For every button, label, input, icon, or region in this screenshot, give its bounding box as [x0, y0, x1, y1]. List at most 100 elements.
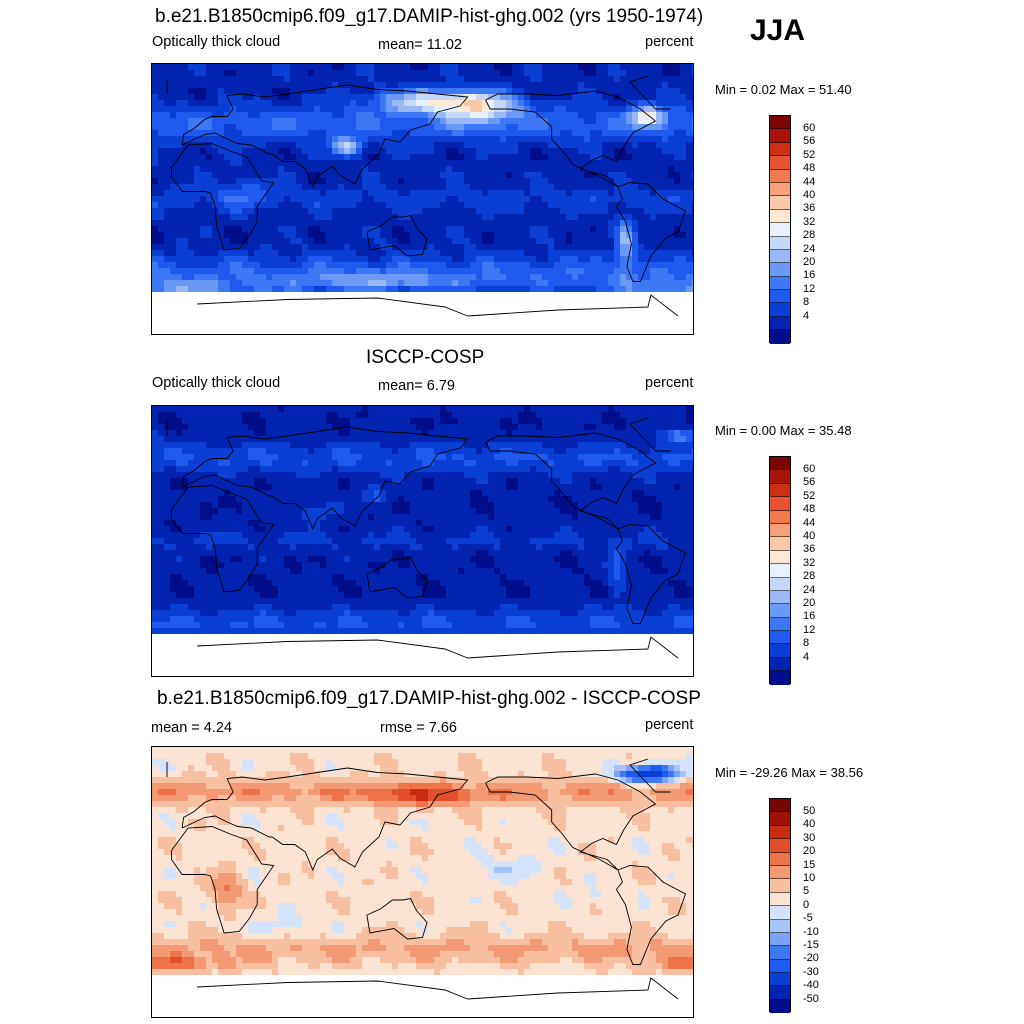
colorbar-swatch — [770, 142, 790, 157]
colorbar-tick-label: 20 — [803, 845, 816, 858]
panel2-units-label: percent — [645, 375, 694, 391]
colorbar-swatch — [770, 209, 790, 224]
colorbar-tick-label: 20 — [803, 596, 816, 609]
colorbar-swatch — [770, 812, 790, 826]
colorbar-swatch — [770, 169, 790, 183]
panel1-colorbar — [769, 115, 791, 344]
panel2-map — [151, 405, 694, 677]
panel1-title: b.e21.B1850cmip6.f09_g17.DAMIP-hist-ghg.… — [155, 6, 704, 27]
colorbar-swatch — [770, 276, 790, 291]
colorbar-swatch — [770, 644, 790, 658]
colorbar-tick-label: 24 — [803, 242, 816, 255]
colorbar-tick-label: 15 — [803, 858, 816, 871]
colorbar-swatch — [770, 932, 790, 947]
colorbar-tick-label: 5 — [803, 885, 810, 898]
colorbar-swatch — [770, 799, 790, 813]
colorbar-swatch — [770, 457, 790, 471]
colorbar-swatch — [770, 852, 790, 866]
panel2-map-field — [152, 406, 693, 676]
panel2-colorbar — [769, 456, 791, 685]
colorbar-swatch — [770, 906, 790, 920]
colorbar-tick-label: 40 — [803, 818, 816, 831]
colorbar-swatch — [770, 223, 790, 237]
colorbar-swatch — [770, 236, 790, 250]
colorbar-tick-label: 56 — [803, 476, 816, 489]
colorbar-swatch — [770, 946, 790, 960]
colorbar-tick-label: 36 — [803, 202, 816, 215]
colorbar-tick-label: -15 — [803, 938, 819, 951]
colorbar-swatch — [770, 497, 790, 511]
colorbar-tick-label: 56 — [803, 135, 816, 148]
colorbar-tick-label: 44 — [803, 175, 816, 188]
colorbar-tick-label: 32 — [803, 215, 816, 228]
panel3-colorbar — [769, 798, 791, 1014]
colorbar-swatch — [770, 865, 790, 880]
colorbar-swatch — [770, 523, 790, 538]
panel1-map — [151, 63, 694, 335]
colorbar-tick-label: 36 — [803, 543, 816, 556]
colorbar-swatch — [770, 550, 790, 565]
panel1-mean-label: mean= 11.02 — [378, 37, 462, 53]
colorbar-swatch — [770, 263, 790, 277]
colorbar-tick-label: 24 — [803, 583, 816, 596]
panel3-rmse-label: rmse = 7.66 — [380, 720, 457, 736]
colorbar-tick-label: 48 — [803, 162, 816, 175]
colorbar-tick-label: 16 — [803, 269, 816, 282]
colorbar-swatch — [770, 919, 790, 933]
colorbar-tick-label: 28 — [803, 570, 816, 583]
colorbar-tick-label: -10 — [803, 925, 819, 938]
colorbar-swatch — [770, 657, 790, 672]
colorbar-swatch — [770, 879, 790, 893]
colorbar-swatch — [770, 156, 790, 170]
colorbar-swatch — [770, 892, 790, 907]
colorbar-tick-label: 8 — [803, 637, 810, 650]
colorbar-tick-label: 4 — [803, 650, 810, 663]
panel1-minmax: Min = 0.02 Max = 51.40 — [715, 82, 852, 97]
colorbar-swatch — [770, 631, 790, 645]
colorbar-swatch — [770, 973, 790, 987]
colorbar-swatch — [770, 249, 790, 264]
colorbar-tick-label: -30 — [803, 965, 819, 978]
colorbar-tick-label: 50 — [803, 804, 816, 817]
colorbar-tick-label: 28 — [803, 229, 816, 242]
colorbar-tick-label: 4 — [803, 309, 810, 322]
colorbar-swatch — [770, 182, 790, 197]
panel3-minmax: Min = -29.26 Max = 38.56 — [715, 765, 864, 780]
panel3-map-field — [152, 747, 693, 1017]
colorbar-swatch — [770, 986, 790, 1000]
colorbar-swatch — [770, 470, 790, 484]
colorbar-tick-label: 12 — [803, 623, 816, 636]
colorbar-tick-label: 32 — [803, 556, 816, 569]
panel2-title: ISCCP-COSP — [366, 347, 485, 368]
colorbar-tick-label: -50 — [803, 992, 819, 1005]
colorbar-swatch — [770, 290, 790, 304]
season-label: JJA — [750, 14, 806, 47]
colorbar-tick-label: 52 — [803, 148, 816, 161]
colorbar-tick-label: 10 — [803, 871, 816, 884]
colorbar-tick-label: 12 — [803, 282, 816, 295]
panel1-units-label: percent — [645, 34, 694, 50]
colorbar-swatch — [770, 617, 790, 632]
panel3-map — [151, 746, 694, 1018]
colorbar-swatch — [770, 564, 790, 578]
colorbar-tick-label: 40 — [803, 188, 816, 201]
panel3-mean-label: mean = 4.24 — [151, 720, 233, 736]
panel3-title: b.e21.B1850cmip6.f09_g17.DAMIP-hist-ghg.… — [157, 688, 701, 709]
colorbar-swatch — [770, 959, 790, 974]
colorbar-tick-label: 20 — [803, 255, 816, 268]
colorbar-swatch — [770, 604, 790, 618]
colorbar-tick-label: 16 — [803, 610, 816, 623]
panel1-variable-label: Optically thick cloud — [152, 34, 281, 50]
panel2-mean-label: mean= 6.79 — [378, 378, 455, 394]
colorbar-tick-label: 60 — [803, 462, 816, 475]
colorbar-swatch — [770, 316, 790, 331]
colorbar-swatch — [770, 483, 790, 498]
colorbar-swatch — [770, 999, 790, 1014]
colorbar-tick-label: -20 — [803, 952, 819, 965]
colorbar-swatch — [770, 303, 790, 317]
panel2-variable-label: Optically thick cloud — [152, 375, 281, 391]
colorbar-tick-label: 8 — [803, 296, 810, 309]
colorbar-swatch — [770, 839, 790, 853]
colorbar-tick-label: -40 — [803, 979, 819, 992]
colorbar-swatch — [770, 129, 790, 143]
